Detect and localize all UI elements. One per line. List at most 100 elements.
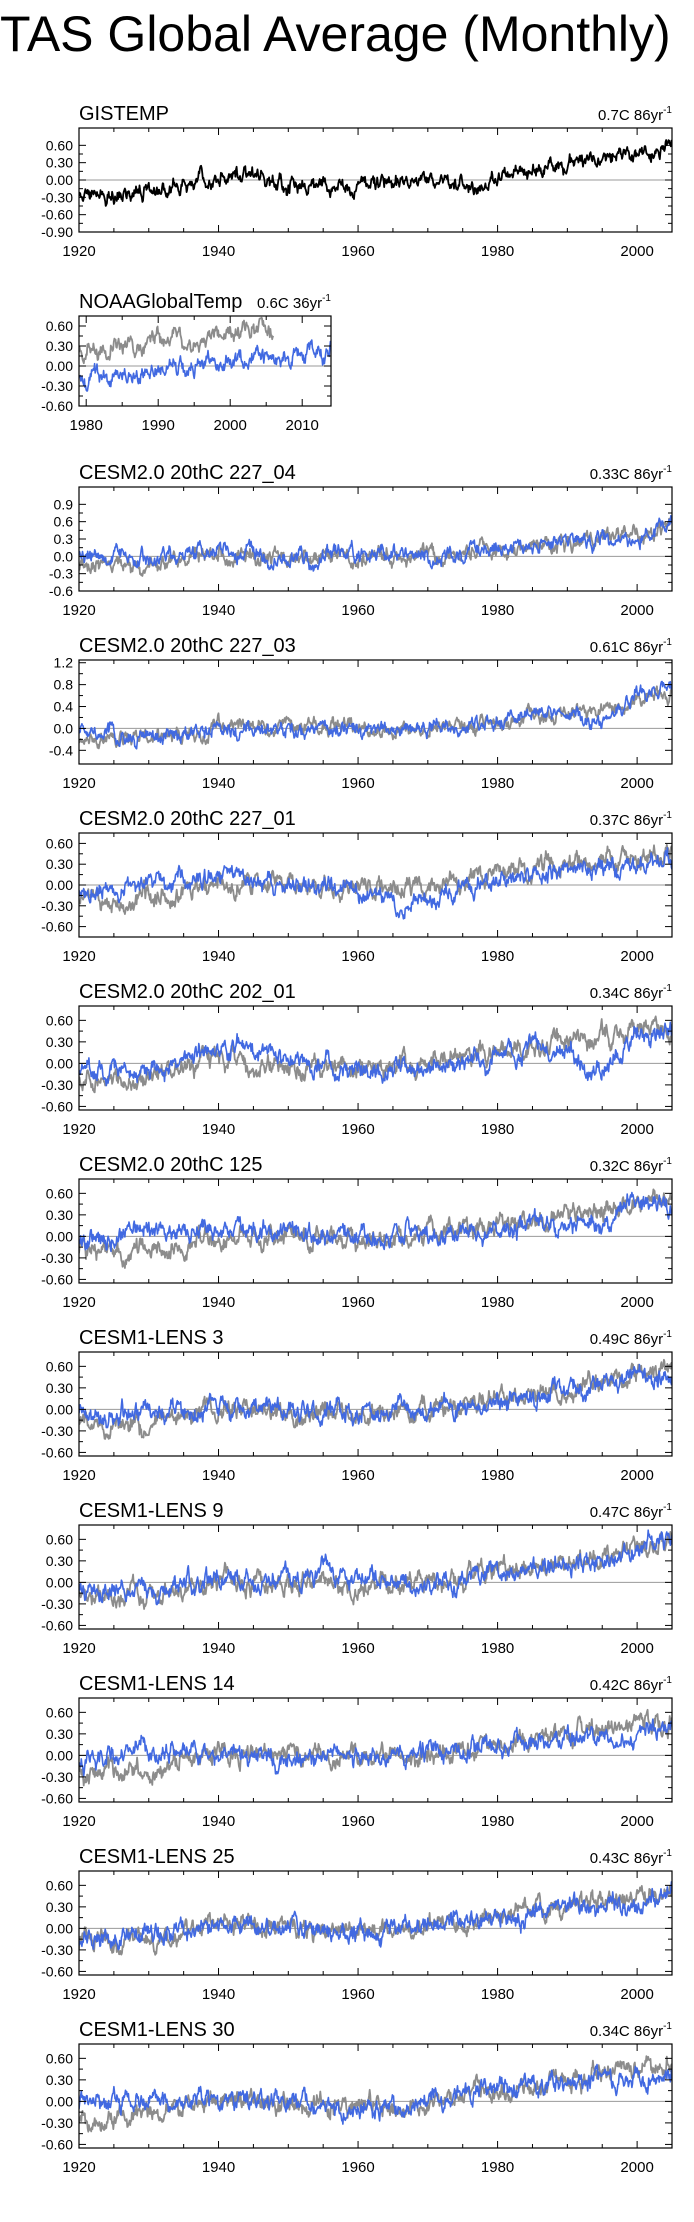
x-tick-label: 1940 xyxy=(202,1986,235,2003)
x-tick-label: 1980 xyxy=(481,1640,514,1657)
chart-panel: -0.90-0.60 -0.300.000.30 0.60 1920 1940 1960 1… xyxy=(41,103,673,260)
x-tick-label: 1960 xyxy=(341,1121,374,1138)
x-tick-label: 2000 xyxy=(620,602,653,619)
x-tick-label: 1960 xyxy=(341,1294,374,1311)
y-tick-label: 0.00 xyxy=(46,358,73,374)
x-tick-label: 1960 xyxy=(341,1986,374,2003)
y-tick-label: -0.4 xyxy=(49,742,73,758)
series-line-reference xyxy=(79,316,275,365)
plot-frame xyxy=(78,1351,673,1457)
series-line-reference xyxy=(79,1188,672,1269)
panel-title: CESM2.0 20thC 227_04 xyxy=(79,462,296,484)
plot-frame xyxy=(78,1697,673,1803)
chart-panel: -0.60 -0.30 0.00 0.30 0.60 1920 1940 1960 1980 20… xyxy=(41,1846,673,2003)
x-tick-label: 1920 xyxy=(62,775,95,792)
x-tick-label: 1980 xyxy=(70,417,103,434)
y-tick-label: -0.30 xyxy=(41,1250,73,1266)
trend-label: 0.33C 86yr-1 xyxy=(590,464,673,483)
plot-frame xyxy=(78,1005,673,1111)
x-tick-label: 1980 xyxy=(481,243,514,260)
y-tick-label: 0.9 xyxy=(54,496,74,512)
y-tick-label: 0.60 xyxy=(46,1531,73,1547)
x-tick-label: 1980 xyxy=(481,1294,514,1311)
trend-exponent: -1 xyxy=(663,1156,672,1167)
chart-panel: -0.60 -0.30 0.00 0.30 0.60 1920 1940 1960 1980 20… xyxy=(41,2019,673,2176)
x-tick-label: 1940 xyxy=(202,2159,235,2176)
x-tick-label: 2000 xyxy=(620,1640,653,1657)
x-tick-label: 1960 xyxy=(341,1640,374,1657)
y-tick-label: 0.30 xyxy=(46,1553,73,1569)
trend-text: 0.42C 86yr xyxy=(590,1677,663,1694)
trend-exponent: -1 xyxy=(663,105,672,116)
y-tick-label: 0.30 xyxy=(46,1899,73,1915)
trend-text: 0.7C 86yr xyxy=(598,107,663,124)
trend-label: 0.34C 86yr-1 xyxy=(590,2021,673,2040)
x-tick-label: 1920 xyxy=(62,1986,95,2003)
plot-frame xyxy=(78,659,673,765)
trend-label: 0.49C 86yr-1 xyxy=(590,1329,673,1348)
x-tick-label: 1960 xyxy=(341,948,374,965)
y-tick-label: -0.30 xyxy=(41,1769,73,1785)
x-tick-label: 2000 xyxy=(620,2159,653,2176)
x-tick-label: 2000 xyxy=(620,243,653,260)
x-tick-label: 1980 xyxy=(481,1121,514,1138)
x-tick-label: 1940 xyxy=(202,1294,235,1311)
x-tick-label: 1920 xyxy=(62,1467,95,1484)
x-tick-label: 1980 xyxy=(481,1467,514,1484)
y-tick-label: 0.00 xyxy=(46,1920,73,1936)
trend-text: 0.34C 86yr xyxy=(590,2023,663,2040)
x-tick-label: 1940 xyxy=(202,1640,235,1657)
series-line-model xyxy=(79,1529,672,1606)
trend-exponent: -1 xyxy=(663,1848,672,1859)
series-line-model xyxy=(79,1191,672,1253)
y-tick-label: 0.30 xyxy=(46,856,73,872)
trend-exponent: -1 xyxy=(663,464,672,475)
x-tick-label: 1940 xyxy=(202,1813,235,1830)
page-title: TAS Global Average (Monthly) xyxy=(0,6,671,62)
plot-frame xyxy=(78,315,332,407)
series-line-model xyxy=(79,1363,672,1429)
x-tick-label: 1940 xyxy=(202,1121,235,1138)
trend-exponent: -1 xyxy=(663,1675,672,1686)
y-tick-label: -0.6 xyxy=(49,583,73,599)
series-line-model xyxy=(79,680,672,750)
x-tick-label: 2010 xyxy=(286,417,319,434)
y-tick-label: -0.30 xyxy=(41,2115,73,2131)
y-tick-label: -0.30 xyxy=(41,1942,73,1958)
trend-text: 0.32C 86yr xyxy=(590,1158,663,1175)
x-tick-label: 1940 xyxy=(202,1467,235,1484)
y-tick-label: -0.30 xyxy=(41,378,73,394)
y-tick-label: 0.00 xyxy=(46,877,73,893)
trend-text: 0.61C 86yr xyxy=(590,639,663,656)
chart-panel: -0.60 -0.30 0.00 0.30 0.60 1920 1940 1960 1980 20… xyxy=(41,808,673,965)
trend-exponent: -1 xyxy=(663,2021,672,2032)
x-tick-label: 1980 xyxy=(481,2159,514,2176)
trend-text: 0.43C 86yr xyxy=(590,1850,663,1867)
y-tick-label: 0.60 xyxy=(46,2050,73,2066)
x-tick-label: 1980 xyxy=(481,1813,514,1830)
y-tick-label: 0.60 xyxy=(46,1012,73,1028)
x-tick-label: 1940 xyxy=(202,948,235,965)
series-line-model xyxy=(79,515,672,572)
y-tick-label: 0.00 xyxy=(46,1228,73,1244)
y-tick-label: 0.0 xyxy=(54,548,74,564)
x-tick-label: 1920 xyxy=(62,602,95,619)
chart-panel: -0.60 -0.30 0.00 0.30 0.60 1920 1940 1960 1980 20… xyxy=(41,1673,673,1830)
y-tick-label: -0.30 xyxy=(41,1077,73,1093)
y-tick-label: -0.30 xyxy=(41,189,73,205)
x-tick-label: 1920 xyxy=(62,1294,95,1311)
series-line-reference xyxy=(79,1708,672,1787)
series-line-reference xyxy=(79,517,672,577)
chart-panel: -0.60 -0.30 0.00 0.30 0.60 1920 1940 1960 1980 20… xyxy=(41,1500,673,1657)
panel-title: GISTEMP xyxy=(79,103,169,125)
x-tick-label: 1960 xyxy=(341,1467,374,1484)
series-line-model xyxy=(79,339,331,392)
series-line-reference xyxy=(79,1885,672,1956)
y-tick-label: -0.60 xyxy=(41,398,73,414)
y-tick-label: 0.30 xyxy=(46,338,73,354)
x-tick-label: 1980 xyxy=(481,948,514,965)
x-tick-label: 2000 xyxy=(620,1986,653,2003)
plot-frame xyxy=(78,1524,673,1630)
panel-title: CESM2.0 20thC 227_01 xyxy=(79,808,296,830)
y-tick-label: 0.60 xyxy=(46,1358,73,1374)
